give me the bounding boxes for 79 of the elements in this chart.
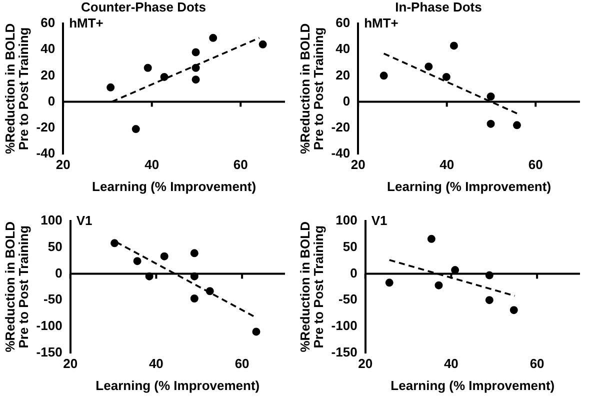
- y-tick-label: -40: [331, 145, 350, 160]
- y-tick-label: 0: [350, 265, 358, 280]
- point: [434, 281, 443, 290]
- point: [427, 234, 436, 243]
- point: [190, 294, 198, 302]
- point: [190, 272, 198, 280]
- point: [424, 62, 433, 71]
- y-tick-label: -20: [331, 119, 350, 134]
- x-tick-label: 40: [148, 356, 164, 372]
- y-tick-label: -100: [36, 318, 62, 334]
- point: [209, 34, 218, 42]
- x-tick-label: 20: [63, 356, 78, 372]
- point: [486, 92, 495, 101]
- point: [192, 64, 200, 72]
- point: [160, 252, 168, 260]
- y-tick-label: 0: [48, 93, 56, 108]
- point: [510, 306, 518, 314]
- x-tick-label: 60: [234, 356, 250, 372]
- chart-title: Counter-Phase Dots: [81, 0, 206, 14]
- y-tick-label: 40: [336, 41, 350, 56]
- y-axis-title: %Reduction in BOLD Pre to Post Training: [297, 23, 326, 154]
- y-tick-label: -40: [36, 145, 56, 160]
- y-tick-label: 50: [48, 238, 62, 254]
- point: [486, 120, 495, 128]
- point: [145, 272, 154, 280]
- point: [190, 249, 198, 258]
- y-tick-label: 40: [40, 41, 56, 56]
- x-axis-title: Learning (% Improvement): [387, 178, 552, 194]
- x-tick-label: 60: [528, 157, 543, 172]
- point: [192, 48, 200, 56]
- point: [252, 328, 260, 336]
- y-tick-label: 50: [342, 238, 358, 254]
- y-axis-title: %Reduction in BOLD Pre to Post Training: [2, 222, 32, 352]
- point: [258, 40, 267, 48]
- x-tick-label: 20: [358, 356, 373, 372]
- y-tick-label: -20: [36, 119, 56, 134]
- x-tick-label: 40: [440, 157, 454, 172]
- x-axis-title: Learning (% Improvement): [390, 378, 555, 393]
- y-axis-title: %Reduction in BOLD Pre to Post Training: [2, 23, 32, 154]
- x-axis-title: Learning (% Improvement): [96, 378, 260, 393]
- point: [380, 72, 388, 80]
- y-tick-label: -100: [331, 318, 358, 334]
- x-tick-label: 40: [144, 157, 160, 172]
- point: [110, 239, 119, 248]
- annotation: hMT+: [364, 16, 399, 31]
- point: [442, 72, 450, 81]
- y-tick-label: 100: [336, 212, 358, 228]
- point: [385, 278, 394, 287]
- x-tick-label: 40: [444, 356, 458, 372]
- annotation: V1: [76, 213, 92, 228]
- chart-title: In-Phase Dots: [395, 0, 482, 14]
- point: [450, 42, 458, 50]
- point: [485, 271, 494, 280]
- point: [106, 83, 115, 92]
- x-tick-label: 60: [233, 157, 248, 172]
- y-axis-title: %Reduction in BOLD Pre to Post Training: [297, 222, 326, 352]
- x-tick-label: 60: [530, 356, 544, 372]
- y-tick-label: -50: [338, 292, 358, 307]
- point: [144, 64, 152, 72]
- y-tick-label: 0: [55, 265, 62, 280]
- y-tick-label: 60: [336, 15, 350, 30]
- y-tick-label: 20: [40, 67, 56, 82]
- point: [512, 121, 521, 130]
- x-axis-title: Learning (% Improvement): [92, 178, 256, 194]
- point: [485, 296, 494, 304]
- point: [133, 257, 142, 266]
- y-tick-label: -50: [44, 292, 62, 307]
- y-tick-label: 20: [336, 67, 350, 82]
- point: [160, 72, 168, 81]
- annotation: hMT+: [69, 16, 104, 31]
- annotation: V1: [371, 213, 388, 228]
- y-tick-label: -150: [36, 344, 62, 360]
- y-tick-label: 100: [40, 212, 62, 228]
- point: [206, 287, 214, 296]
- point: [192, 76, 200, 84]
- y-tick-label: -150: [331, 344, 358, 360]
- y-tick-label: 0: [342, 93, 350, 108]
- y-tick-label: 60: [40, 15, 56, 30]
- point: [132, 125, 140, 134]
